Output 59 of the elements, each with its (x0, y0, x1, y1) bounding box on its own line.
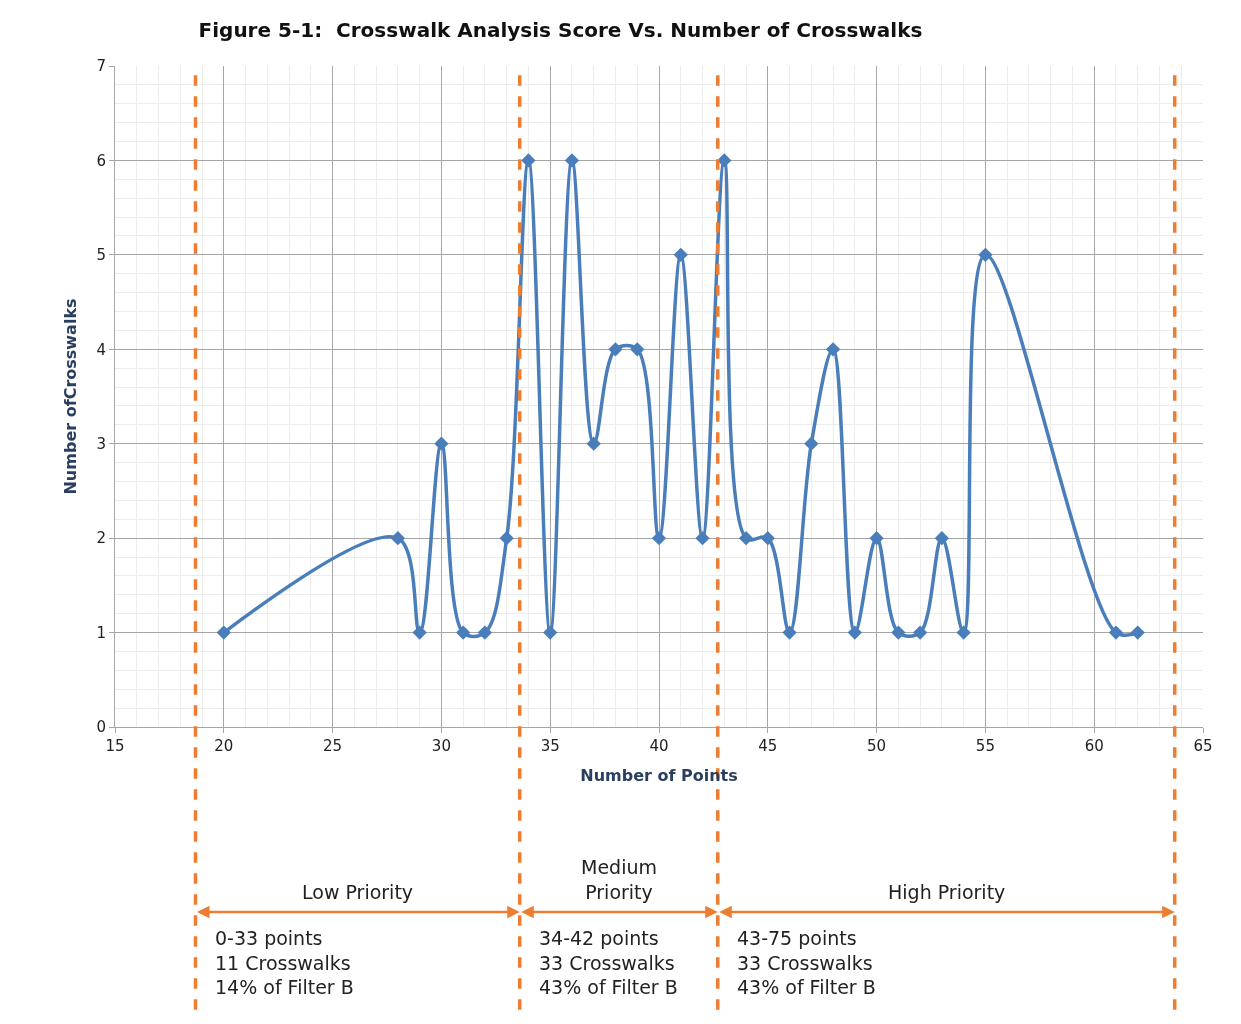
x-tick-label: 40 (649, 737, 669, 755)
point (978, 247, 993, 263)
x-tick-label: 35 (540, 737, 560, 755)
x-tick-label: 55 (975, 737, 995, 755)
x-tick-label: 50 (867, 737, 887, 755)
point (499, 530, 514, 546)
point (564, 153, 580, 168)
point (434, 436, 449, 451)
point (651, 530, 667, 546)
point (1130, 625, 1145, 640)
point (1108, 625, 1124, 640)
point (912, 625, 928, 640)
y-tick-label: 2 (96, 529, 106, 548)
point (717, 153, 732, 168)
y-tick-label: 6 (96, 151, 106, 170)
y-tick-label: 5 (96, 246, 106, 265)
y-tick-label: 7 (96, 57, 106, 76)
x-tick-label: 25 (323, 737, 343, 755)
point (738, 530, 754, 546)
point (630, 342, 645, 357)
y-tick-label: 3 (96, 434, 106, 453)
point (521, 153, 536, 168)
y-tick-label: 0 (96, 718, 106, 737)
x-tick-label: 30 (431, 737, 451, 755)
text: 34-42 points 33 Crosswalks 43% of Filter B (539, 927, 678, 999)
point (673, 247, 688, 263)
x-tick-label: 60 (1084, 737, 1104, 755)
point (477, 625, 493, 640)
point (825, 342, 841, 357)
x-tick-label: 20 (214, 737, 234, 755)
chart-title: Figure 5-1: Crosswalk Analysis Score Vs. Number of Crosswalks (198, 17, 923, 42)
text: 0-33 points 11 Crosswalks 14% of Filter B (215, 927, 354, 999)
x-tick-label: 15 (105, 737, 125, 755)
x-tick-label: 45 (758, 737, 778, 755)
point (934, 530, 950, 546)
point (608, 342, 623, 357)
point (891, 625, 906, 640)
point (543, 625, 558, 640)
y-tick-label: 4 (96, 340, 106, 359)
point (869, 530, 884, 546)
y-axis-title: Number ofCrosswalks (61, 298, 81, 495)
point (760, 530, 775, 546)
point (412, 625, 427, 640)
text: Medium Priority (581, 856, 657, 903)
point (782, 625, 797, 640)
point (390, 530, 406, 546)
point (216, 625, 231, 640)
text: 43-75 points 33 Crosswalks 43% of Filter B (737, 927, 876, 999)
x-axis-title: Number of Points (580, 765, 738, 785)
point (586, 436, 601, 451)
point (695, 530, 710, 546)
point (456, 625, 471, 640)
x-tick-label: 65 (1193, 737, 1213, 755)
text: High Priority (888, 881, 1006, 903)
point (847, 625, 862, 640)
text: Low Priority (302, 881, 414, 903)
point (804, 436, 819, 451)
point (956, 625, 971, 640)
y-tick-label: 1 (96, 623, 106, 642)
